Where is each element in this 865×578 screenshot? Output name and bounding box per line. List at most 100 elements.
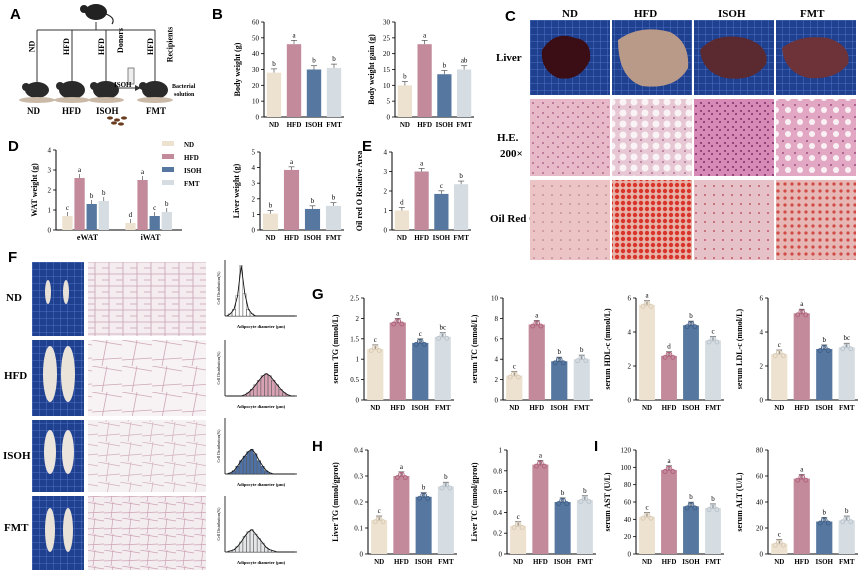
- significance-letter: c: [778, 530, 781, 538]
- data-point: [552, 360, 558, 366]
- mouse-nd-icon: [19, 82, 55, 103]
- data-point: [421, 492, 427, 498]
- x-category-label: ND: [370, 404, 380, 412]
- bar: [393, 476, 410, 554]
- data-point: [665, 351, 671, 357]
- significance-letter: a: [800, 300, 804, 308]
- x-category-label: FMT: [577, 558, 593, 566]
- data-point: [692, 324, 698, 330]
- x-category-label: HFD: [414, 234, 429, 242]
- y-tick-label: 2.5: [350, 295, 359, 303]
- y-tick-label: 100: [621, 464, 632, 472]
- data-point: [447, 485, 453, 491]
- significance-letter: b: [90, 192, 94, 200]
- data-point: [516, 521, 522, 527]
- y-tick-label: 10: [491, 295, 499, 303]
- significance-letter: b: [312, 57, 316, 65]
- data-point: [417, 495, 423, 501]
- significance-letter: c: [419, 330, 422, 338]
- y-tick-label: 5: [252, 149, 256, 157]
- mouse-icon: [80, 4, 114, 25]
- y-tick-label: 3: [384, 168, 388, 176]
- bar: [510, 525, 527, 554]
- y-tick-label: 30: [252, 66, 260, 74]
- x-category-label: ND: [513, 558, 523, 566]
- data-point: [795, 312, 801, 318]
- legend-swatch-nd: [162, 141, 174, 146]
- data-point: [662, 469, 668, 474]
- bar: [397, 85, 412, 117]
- data-point: [817, 520, 823, 526]
- significance-letter: b: [459, 172, 463, 180]
- data-point: [709, 336, 715, 342]
- x-category-label: ND: [374, 558, 384, 566]
- x-category-label: FMT: [574, 404, 590, 412]
- y-tick-label: 20: [756, 525, 764, 533]
- data-point: [777, 539, 783, 545]
- panel-letter-f: F: [8, 249, 18, 266]
- significance-letter: a: [396, 309, 400, 317]
- y-axis-label: Liver TG (mmol/gprot): [331, 462, 340, 542]
- significance-letter: b: [443, 61, 447, 69]
- significance-letter: b: [689, 312, 693, 320]
- c-row-liver: Liver: [496, 52, 522, 64]
- x-category-label: ISOH: [554, 558, 572, 566]
- bar: [771, 354, 788, 400]
- data-point: [533, 320, 539, 326]
- data-point: [372, 519, 378, 525]
- y-tick-label: 1.5: [350, 335, 359, 343]
- legend-swatch-hfd: [162, 154, 174, 159]
- c-row-he: H.E.: [497, 132, 519, 144]
- y-tick-label: 4: [628, 329, 632, 337]
- data-point: [515, 374, 521, 380]
- data-point: [394, 475, 400, 481]
- bar: [437, 74, 452, 117]
- data-point: [538, 323, 544, 329]
- hist-y-label: Cell Distribution(%): [216, 271, 221, 305]
- bar: [417, 44, 432, 117]
- x-category-label: FMT: [326, 234, 342, 242]
- chart-serum-ast: 0 20 40 60 80 100 120 serum AST (U/L) c ND a HFD b IS…: [603, 447, 724, 566]
- significance-letter: c: [66, 204, 69, 212]
- y-tick-label: 60: [252, 19, 260, 27]
- y-tick-label: 0.4: [354, 447, 363, 455]
- y-tick-label: 0: [760, 397, 764, 405]
- data-point: [399, 471, 405, 477]
- a-bottom-hfd: HFD: [62, 106, 81, 116]
- bar: [304, 208, 321, 230]
- significance-letter: a: [290, 158, 294, 166]
- data-point: [442, 482, 448, 488]
- bar: [816, 349, 833, 400]
- data-point: [687, 502, 693, 508]
- data-point: [667, 465, 673, 471]
- hist-bar: [268, 375, 272, 397]
- data-point: [709, 504, 715, 509]
- data-point: [687, 321, 693, 327]
- data-point: [820, 345, 826, 350]
- panel-f-histograms: Cell Distribution(%) Adipocyte diameter (…: [216, 260, 297, 565]
- data-point: [640, 303, 646, 309]
- bar: [149, 216, 160, 230]
- bar: [554, 502, 571, 554]
- y-tick-label: 6: [495, 335, 499, 343]
- bar: [793, 478, 810, 554]
- chart-body-weight-gain: 0 5 10 15 20 25 30 Body weight gain (g) b ND a HFD b…: [367, 19, 474, 129]
- y-tick-label: 0.3: [354, 473, 363, 481]
- significance-letter: ab: [461, 57, 468, 65]
- y-axis-label: serum ALT (U/L): [735, 472, 744, 531]
- bar: [551, 361, 568, 400]
- chart-liver-weight: 0 1 2 3 4 5 Liver weight (g) b ND a HFD b ISOH b FMT: [232, 149, 344, 242]
- data-point: [557, 357, 563, 363]
- data-point: [684, 324, 690, 330]
- y-tick-label: 4: [495, 356, 499, 364]
- y-tick-label: 0.8: [493, 467, 502, 475]
- data-point: [645, 300, 651, 306]
- bar: [415, 496, 432, 554]
- bar: [532, 464, 549, 554]
- bar: [389, 322, 406, 400]
- x-category-label: ISOH: [682, 558, 700, 566]
- significance-letter: c: [153, 204, 156, 212]
- data-point: [439, 332, 445, 338]
- data-point: [507, 374, 513, 380]
- x-category-label: HFD: [533, 558, 548, 566]
